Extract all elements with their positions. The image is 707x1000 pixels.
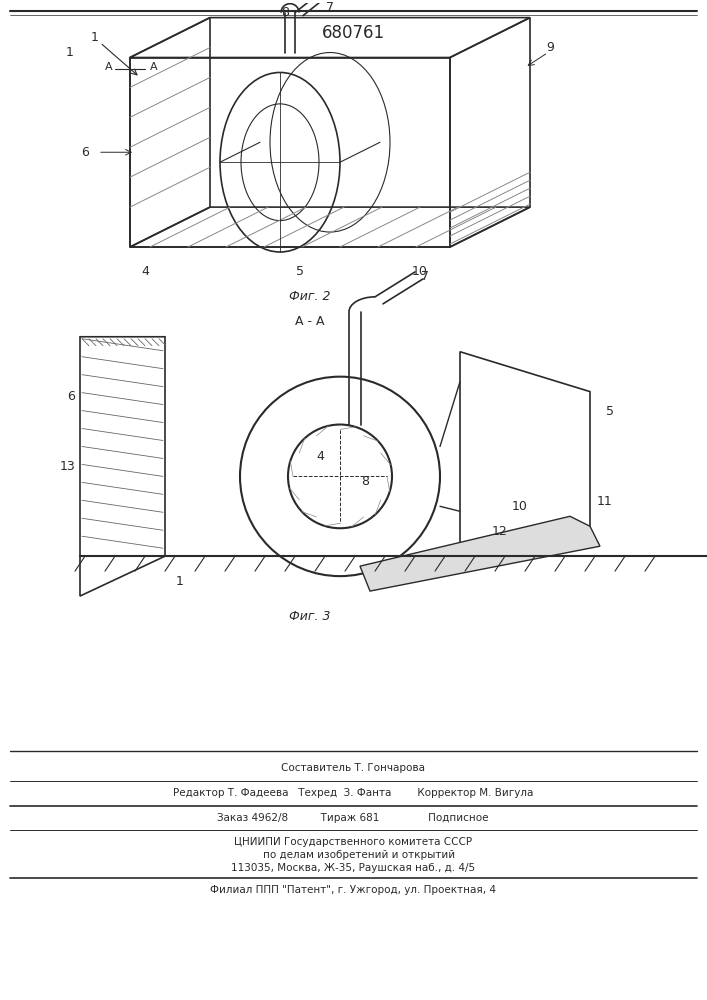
Text: 9: 9 (546, 41, 554, 54)
Text: 7: 7 (421, 270, 429, 283)
Text: Составитель Т. Гончарова: Составитель Т. Гончарова (281, 763, 425, 773)
Text: Филиал ППП "Патент", г. Ужгород, ул. Проектная, 4: Филиал ППП "Патент", г. Ужгород, ул. Про… (210, 885, 496, 895)
Text: 10: 10 (512, 500, 528, 513)
Text: Редактор Т. Фадеева   Техред  З. Фанта        Корректор М. Вигула: Редактор Т. Фадеева Техред З. Фанта Корр… (173, 788, 533, 798)
Text: 11: 11 (597, 495, 613, 508)
Text: 7: 7 (326, 1, 334, 14)
Text: 8: 8 (361, 475, 369, 488)
Text: 6: 6 (81, 146, 89, 159)
Text: 5: 5 (296, 265, 304, 278)
Text: 8: 8 (281, 6, 289, 19)
Text: 4: 4 (141, 265, 149, 278)
Text: 4: 4 (316, 450, 324, 463)
Text: 13: 13 (59, 460, 75, 473)
Text: А: А (105, 62, 112, 72)
Polygon shape (360, 516, 600, 591)
Text: 680761: 680761 (322, 24, 385, 42)
Text: 5: 5 (606, 405, 614, 418)
Text: Заказ 4962/8          Тираж 681               Подписное: Заказ 4962/8 Тираж 681 Подписное (217, 813, 489, 823)
Text: Фиг. 2: Фиг. 2 (289, 290, 331, 303)
Text: А - А: А - А (296, 315, 325, 328)
Text: 6: 6 (67, 390, 75, 403)
Text: ЦНИИПИ Государственного комитета СССР: ЦНИИПИ Государственного комитета СССР (234, 837, 472, 847)
Text: А: А (150, 62, 158, 72)
Text: 12: 12 (492, 525, 508, 538)
Text: Фиг. 3: Фиг. 3 (289, 610, 331, 623)
Text: 1: 1 (66, 46, 74, 59)
Text: 113035, Москва, Ж-35, Раушская наб., д. 4/5: 113035, Москва, Ж-35, Раушская наб., д. … (231, 863, 475, 873)
Text: 1: 1 (176, 575, 184, 588)
Text: 1: 1 (91, 31, 99, 44)
Text: по делам изобретений и открытий: по делам изобретений и открытий (250, 850, 455, 860)
Text: 10: 10 (412, 265, 428, 278)
